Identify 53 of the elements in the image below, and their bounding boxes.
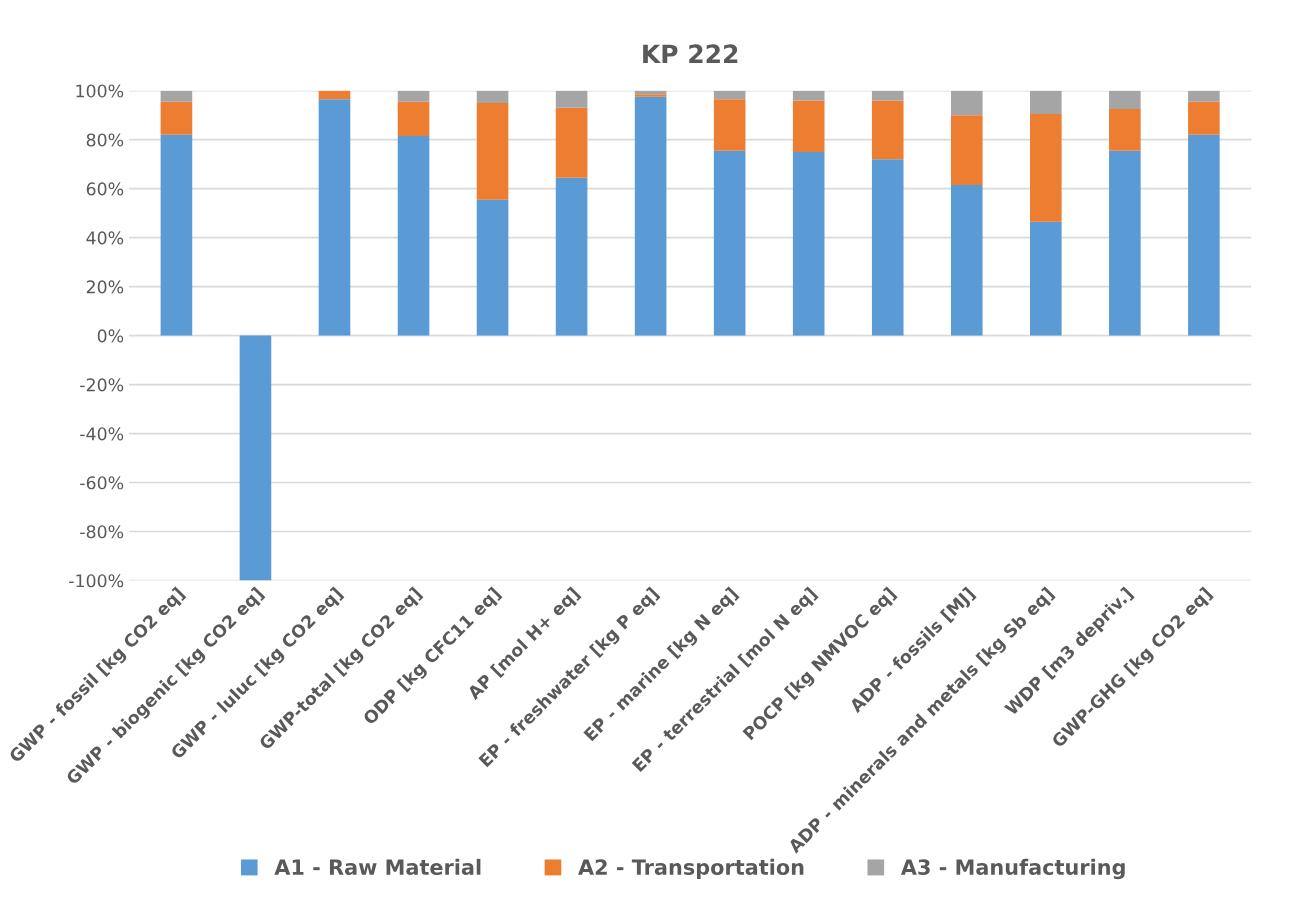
bar [160,134,193,336]
bar [1109,109,1141,151]
y-tick-label: -60% [80,476,124,490]
bar [1030,113,1062,222]
bar [1030,221,1062,336]
legend-label: A1 - Raw Material [274,858,481,875]
bar [1109,90,1141,110]
bar [397,101,430,136]
bar [634,94,667,97]
bar [476,102,509,200]
bar [792,151,825,336]
y-tick-label: 0% [97,329,124,343]
y-tick-label: -100% [69,574,124,588]
bar [792,90,825,101]
bar [1188,90,1220,102]
bar [476,90,509,103]
y-tick-label: 60% [86,182,124,196]
bar [318,90,351,100]
bar [634,96,667,336]
bar [871,159,904,336]
bar [397,136,430,336]
legend-label: A3 - Manufacturing [900,858,1125,880]
bar [713,99,746,151]
bar [713,150,746,336]
bar [239,335,272,581]
chart-title: KP 222 [643,44,738,63]
y-tick-label: 40% [86,231,124,245]
bar [1030,90,1062,114]
bar [555,177,588,336]
bar [871,90,904,101]
bar [950,115,983,185]
bar [950,90,983,116]
bar [555,90,588,108]
bar [713,90,746,100]
bar [950,184,983,336]
bar [1188,134,1220,336]
y-tick-label: 100% [76,84,124,98]
y-tick-label: -20% [80,378,124,392]
bar [792,100,825,152]
bar [1188,101,1220,135]
y-tick-label: 80% [86,133,124,147]
y-tick-label: -80% [80,525,124,539]
y-tick-label: -40% [80,427,124,441]
legend-label: A2 - Transportation [578,858,804,880]
bar [160,101,193,135]
bar [476,199,509,336]
bar [160,90,193,102]
bar [871,100,904,160]
bar [318,99,351,336]
bar [555,107,588,178]
bar [397,90,430,102]
bar [1109,150,1141,336]
y-tick-label: 20% [86,280,124,294]
